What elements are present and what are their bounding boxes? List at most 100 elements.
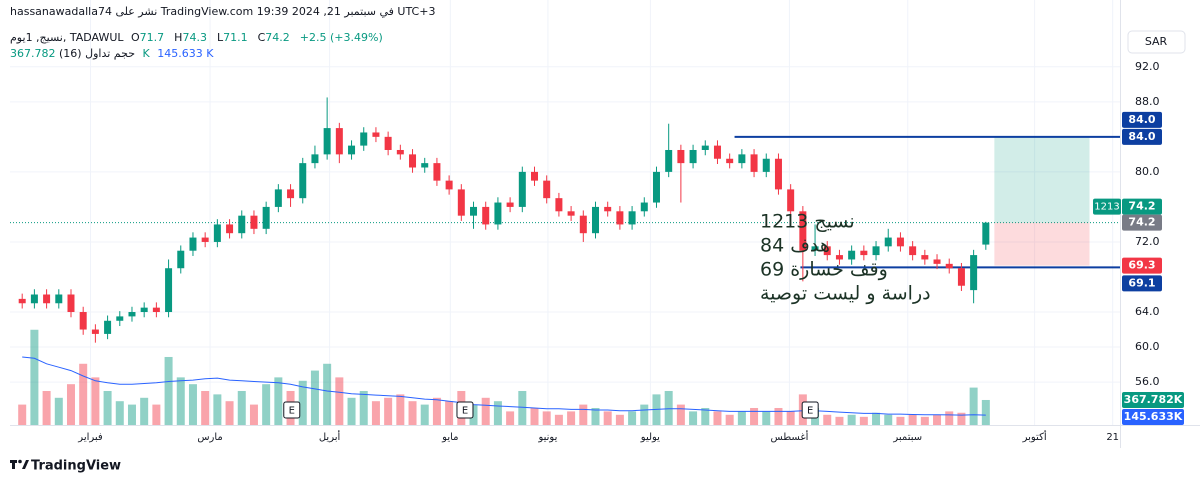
event-label: E [807, 406, 813, 417]
volume-tag: 367.782K [1124, 393, 1183, 406]
candle-body [591, 206, 599, 234]
candle-body [677, 149, 685, 164]
volume-bar [66, 384, 75, 425]
volume-bar [859, 416, 868, 425]
candle-body [482, 206, 490, 225]
volume-ma-line [22, 356, 986, 416]
attribution: hassanawadalla74 نشر على TradingView.com… [10, 5, 436, 18]
candle-body [811, 246, 819, 251]
volume-bar [213, 394, 222, 425]
last-tag-name-box [1093, 198, 1121, 215]
event-label: E [289, 406, 295, 417]
volume-bar [969, 387, 978, 425]
symbol[interactable]: نسيج, 1يوم, TADAWUL [10, 31, 124, 44]
x-tick-label: فبراير [77, 432, 103, 443]
volume-bar [554, 414, 563, 425]
volume-bar [615, 414, 624, 425]
candle-body [116, 316, 124, 321]
volume-bar [896, 416, 905, 425]
event-box [456, 401, 474, 419]
volume-bar [140, 397, 149, 425]
y-tick-label: 80.0 [1135, 165, 1160, 178]
ohlc-item: O71.7 [131, 31, 168, 44]
candle-body [543, 180, 551, 199]
volume-bar [91, 377, 100, 425]
legend-volume: حجم تداول (16) 367.782 K 145.633 K [10, 47, 217, 60]
x-tick-label: مارس [197, 432, 222, 443]
candle-body [945, 263, 953, 269]
candle-body [835, 255, 843, 260]
volume-value: 367.782 K [10, 47, 150, 60]
target-tag: 84.0 [1128, 113, 1155, 126]
volume-bar [54, 397, 63, 425]
volume-bar [237, 390, 246, 425]
candle-body [189, 237, 197, 251]
volume-bar [725, 414, 734, 425]
volume-bar [371, 401, 380, 425]
candle-body [433, 163, 441, 181]
volume-bar [469, 404, 478, 425]
currency[interactable]: SAR [1145, 35, 1168, 48]
volume-bar [201, 390, 210, 425]
x-tick-label: مايو [441, 432, 458, 443]
candle-body [970, 255, 978, 291]
volume-bar [30, 329, 39, 425]
y-tick-label: 60.0 [1135, 340, 1160, 353]
volume-bar [762, 411, 771, 425]
candle-body [262, 206, 270, 229]
candle-body [43, 294, 51, 304]
volume-bar [481, 397, 490, 425]
volume-bar [664, 390, 673, 425]
candle-body [726, 158, 734, 164]
level-tag: 84.0 [1128, 130, 1155, 143]
last-tag-box [1122, 198, 1162, 215]
candle-body [604, 206, 612, 212]
candle-body [238, 215, 246, 234]
x-tick-label: 21 [1106, 432, 1119, 443]
volume-bar [920, 416, 929, 425]
volume-bar [18, 404, 27, 425]
y-tick-label: 92.0 [1135, 60, 1160, 73]
stop-zone [994, 222, 1090, 266]
volume-bar [359, 390, 368, 425]
volume-bar [518, 390, 527, 425]
footer-logo [10, 459, 29, 469]
volume-bar [872, 412, 881, 425]
annotation: وقف خسارة 69 [760, 259, 888, 281]
volume-bar [384, 397, 393, 425]
last-tag-name: 1213 [1094, 202, 1119, 213]
volume-bar [884, 414, 893, 425]
volume-bar [249, 404, 258, 425]
volume-bar [823, 414, 832, 425]
volume-name: حجم تداول (16) [59, 47, 135, 60]
candle-body [579, 215, 587, 234]
candle-body [165, 268, 173, 313]
entry-tag: 74.2 [1128, 216, 1155, 229]
candle-body [531, 171, 539, 181]
candle-body [30, 294, 38, 304]
candle-body [55, 294, 63, 304]
volume-bar [432, 397, 441, 425]
candle-body [689, 149, 697, 164]
volume-bar [847, 414, 856, 425]
candle-body [933, 259, 941, 264]
candle-body [506, 202, 514, 207]
candle-body [287, 189, 295, 199]
volume-bar [640, 404, 649, 425]
entry-tag-box [1122, 214, 1162, 231]
volume-bar [274, 377, 283, 425]
x-tick-label: أبريل [319, 430, 341, 443]
candle-body [140, 307, 148, 313]
annotation: نسيج 1213 [760, 211, 855, 233]
candle-body [360, 132, 368, 146]
volume-bar [310, 370, 319, 425]
volume-bar [737, 411, 746, 425]
candle-body [518, 171, 526, 207]
y-tick-label: 64.0 [1135, 305, 1160, 318]
volume-bar [628, 411, 637, 425]
candle-body [982, 222, 990, 245]
currency-box[interactable] [1127, 30, 1186, 54]
volume-bar [42, 390, 51, 425]
ohlc-key: L [216, 31, 224, 44]
volume-bar [701, 407, 710, 425]
